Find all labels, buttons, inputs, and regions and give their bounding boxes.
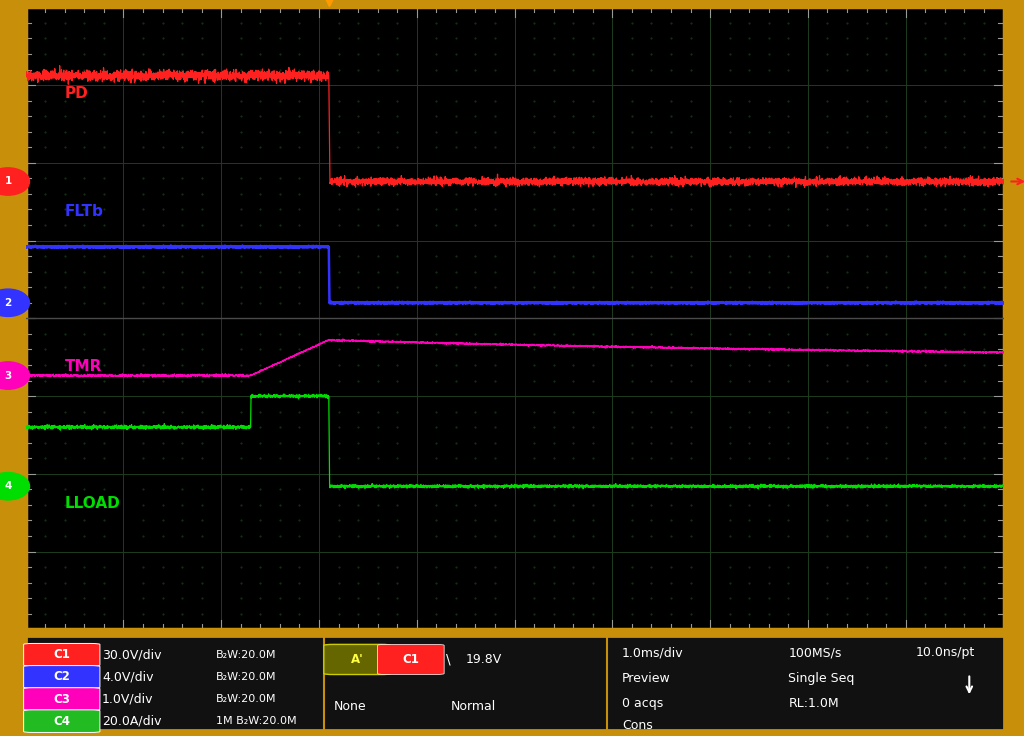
Text: Cons: Cons: [623, 719, 653, 732]
Text: 20.0A/div: 20.0A/div: [101, 715, 162, 728]
Text: 3: 3: [4, 370, 11, 381]
FancyBboxPatch shape: [24, 687, 100, 710]
Text: B₂W:20.0M: B₂W:20.0M: [216, 672, 276, 682]
Circle shape: [0, 168, 30, 195]
FancyBboxPatch shape: [24, 643, 100, 666]
Text: 30.0V/div: 30.0V/div: [101, 648, 162, 661]
Text: 4: 4: [4, 481, 11, 491]
Text: B₂W:20.0M: B₂W:20.0M: [216, 694, 276, 704]
FancyBboxPatch shape: [24, 710, 100, 732]
Text: PD: PD: [65, 85, 88, 101]
Text: Preview: Preview: [623, 672, 671, 684]
FancyBboxPatch shape: [324, 645, 390, 674]
Text: C1: C1: [53, 648, 71, 661]
Text: RL:1.0M: RL:1.0M: [788, 697, 839, 710]
Text: 1.0V/div: 1.0V/div: [101, 693, 154, 706]
Text: 1M B₂W:20.0M: 1M B₂W:20.0M: [216, 716, 297, 726]
Text: 19.8V: 19.8V: [466, 653, 502, 666]
Text: 2: 2: [4, 298, 11, 308]
Text: C3: C3: [53, 693, 71, 706]
Text: None: None: [334, 700, 367, 713]
Text: FLTb: FLTb: [65, 204, 103, 219]
Circle shape: [0, 362, 30, 389]
Text: B₂W:20.0M: B₂W:20.0M: [216, 650, 276, 659]
FancyBboxPatch shape: [24, 665, 100, 688]
Text: 1: 1: [4, 177, 11, 186]
Circle shape: [0, 473, 30, 500]
Text: C4: C4: [53, 715, 71, 728]
Text: A': A': [351, 653, 364, 666]
Text: 0 acqs: 0 acqs: [623, 697, 664, 710]
Text: 10.0ns/pt: 10.0ns/pt: [915, 646, 975, 659]
Text: TMR: TMR: [65, 359, 102, 374]
Text: Normal: Normal: [451, 700, 497, 713]
Text: C2: C2: [53, 670, 71, 684]
Text: 100MS/s: 100MS/s: [788, 646, 842, 659]
Text: \: \: [446, 652, 455, 667]
Text: LLOAD: LLOAD: [65, 496, 121, 511]
Text: Single Seq: Single Seq: [788, 672, 855, 684]
Text: 1.0ms/div: 1.0ms/div: [623, 646, 684, 659]
Text: 4.0V/div: 4.0V/div: [101, 670, 154, 684]
Circle shape: [0, 289, 30, 316]
FancyBboxPatch shape: [378, 645, 444, 674]
Text: C1: C1: [402, 653, 420, 666]
